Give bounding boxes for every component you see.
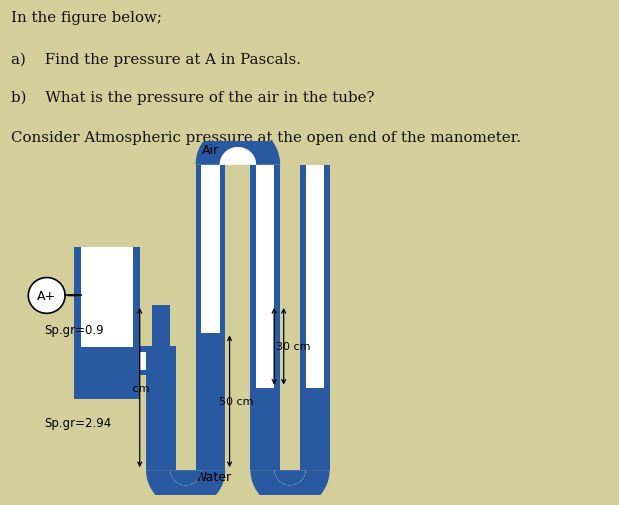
- Bar: [256, 388, 274, 470]
- Text: b)    What is the pressure of the air in the tube?: b) What is the pressure of the air in th…: [11, 90, 374, 105]
- Polygon shape: [220, 148, 256, 166]
- Bar: [256, 166, 274, 470]
- Text: Sp.gr=2.94: Sp.gr=2.94: [44, 416, 111, 429]
- Polygon shape: [274, 470, 306, 485]
- Circle shape: [28, 278, 65, 314]
- Text: Consider Atmospheric pressure at the open end of the manometer.: Consider Atmospheric pressure at the ope…: [11, 130, 521, 144]
- Bar: [146, 346, 176, 470]
- Text: 60 cm: 60 cm: [115, 383, 149, 393]
- Bar: [306, 166, 324, 470]
- Polygon shape: [170, 470, 201, 485]
- Text: Water: Water: [194, 470, 232, 483]
- Text: a)    Find the pressure at A in Pascals.: a) Find the pressure at A in Pascals.: [11, 53, 301, 67]
- Bar: [251, 166, 280, 470]
- Bar: [152, 306, 170, 470]
- Bar: [196, 166, 225, 470]
- Text: In the figure below;: In the figure below;: [11, 11, 162, 25]
- Bar: [300, 166, 330, 470]
- Text: Air: Air: [202, 144, 219, 157]
- Polygon shape: [146, 470, 225, 505]
- Bar: [81, 347, 132, 392]
- Bar: [140, 352, 146, 370]
- Polygon shape: [251, 470, 330, 505]
- Bar: [81, 248, 132, 392]
- Polygon shape: [170, 470, 201, 485]
- Bar: [201, 333, 220, 470]
- Text: 30 cm: 30 cm: [276, 342, 310, 351]
- Text: A+: A+: [37, 289, 56, 302]
- Polygon shape: [274, 470, 306, 485]
- Text: Sp.gr=0.9: Sp.gr=0.9: [44, 324, 104, 337]
- Bar: [140, 346, 146, 375]
- Bar: [201, 166, 220, 470]
- Bar: [306, 388, 324, 470]
- Polygon shape: [196, 124, 280, 166]
- Bar: [152, 346, 170, 470]
- Bar: [74, 248, 140, 399]
- Text: 50 cm: 50 cm: [219, 396, 253, 407]
